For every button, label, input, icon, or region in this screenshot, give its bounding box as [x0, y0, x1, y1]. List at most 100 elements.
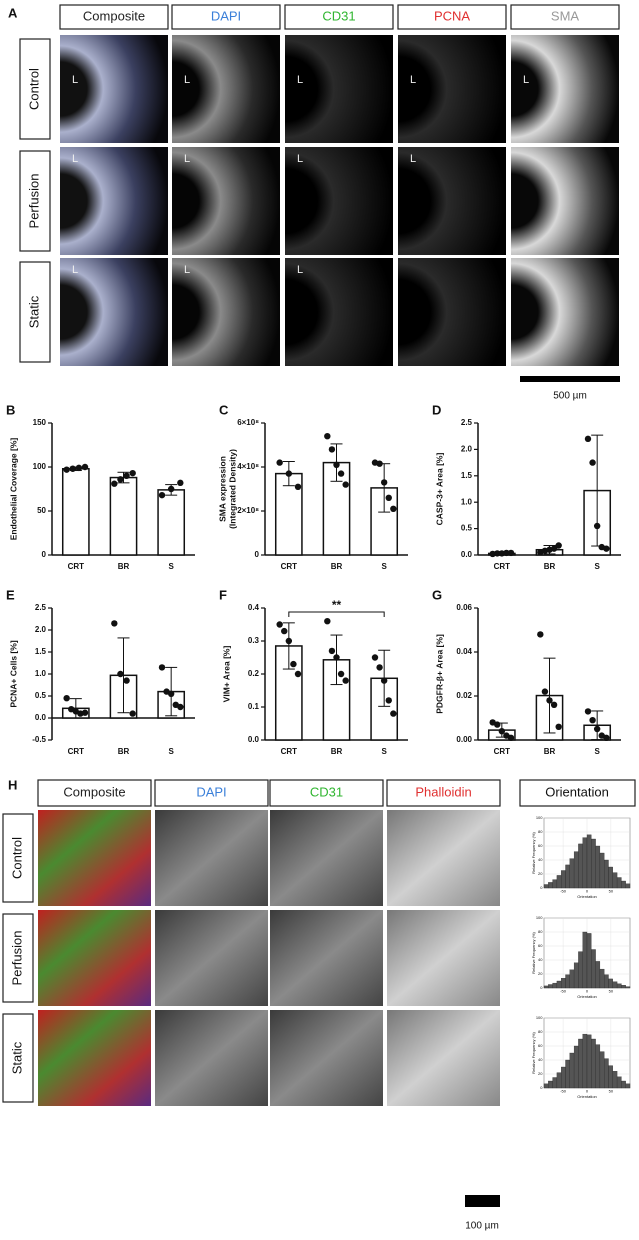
- data-point: [328, 446, 336, 453]
- data-point: [333, 461, 340, 468]
- y-tick-label: 0.5: [35, 691, 47, 700]
- histogram-bar: [582, 837, 588, 889]
- micrograph: [38, 1010, 151, 1106]
- histogram-bar: [616, 877, 622, 889]
- y-tick-label: 0.0: [35, 713, 47, 722]
- lumen-label: L: [72, 153, 78, 165]
- lumen-label: L: [184, 153, 190, 165]
- histogram-bar: [621, 880, 626, 889]
- x-tick-label: BR: [118, 747, 130, 756]
- micrograph: [60, 258, 168, 366]
- y-tick-label: 0: [540, 1085, 543, 1090]
- y-tick-label: 150: [33, 418, 47, 427]
- histogram-bar: [599, 852, 605, 889]
- data-point: [324, 433, 331, 440]
- x-tick-label: S: [594, 747, 600, 756]
- data-point: [376, 664, 383, 671]
- histogram-bar: [548, 1080, 553, 1089]
- data-point: [111, 480, 118, 487]
- histogram-bar: [621, 985, 626, 989]
- label-box: [519, 779, 636, 807]
- histogram-bar: [612, 1071, 618, 1089]
- micrograph: [398, 258, 506, 366]
- panel-letter: G: [432, 587, 442, 602]
- panel-letter: H: [8, 777, 17, 792]
- y-tick-label: 0.2: [248, 669, 260, 678]
- y-tick-label: 0: [540, 885, 543, 890]
- x-tick-label: BR: [544, 747, 556, 756]
- x-tick-label: -50: [560, 1089, 567, 1094]
- data-point: [541, 688, 549, 695]
- y-tick-label: 60: [538, 843, 543, 848]
- data-point: [81, 463, 89, 471]
- micrograph: [155, 1010, 268, 1106]
- data-point: [123, 677, 130, 684]
- histogram-bar: [599, 1051, 605, 1089]
- label-box: [386, 779, 501, 807]
- micrograph: [155, 910, 268, 1006]
- histogram-bar: [543, 884, 549, 889]
- histogram-bar: [604, 859, 609, 889]
- histogram-bar: [569, 858, 575, 889]
- data-point: [177, 479, 184, 487]
- micrograph: [270, 810, 383, 906]
- data-point: [63, 695, 70, 702]
- data-point: [342, 677, 349, 684]
- y-axis-label: CASP-3+ Area [%]: [434, 453, 444, 526]
- micrograph: [511, 35, 619, 143]
- y-axis-label: Relative Frequency (%): [531, 931, 536, 973]
- histogram-bar: [565, 1059, 570, 1089]
- y-tick-label: 1.5: [461, 471, 473, 480]
- y-tick-label: 0.02: [456, 691, 472, 700]
- data-point: [167, 690, 175, 697]
- data-point: [276, 459, 283, 466]
- micrograph: [172, 35, 280, 143]
- histogram-bar: [595, 961, 601, 989]
- data-point: [337, 670, 345, 678]
- y-tick-label: 2.0: [35, 625, 47, 634]
- y-tick-label: 4×10⁸: [237, 462, 259, 471]
- micrograph: [270, 910, 383, 1006]
- y-tick-label: 0.00: [456, 735, 472, 744]
- data-point: [342, 481, 349, 488]
- label-box: [510, 4, 620, 30]
- column-header: PCNA: [434, 8, 470, 23]
- y-tick-label: 0.3: [248, 636, 260, 645]
- column-header: CD31: [322, 8, 355, 23]
- panel-letter: A: [8, 5, 18, 20]
- micrograph: [60, 35, 168, 143]
- y-tick-label: 0: [42, 550, 47, 559]
- label-box: [19, 38, 51, 140]
- x-tick-label: -50: [560, 989, 567, 994]
- lumen-label: L: [72, 264, 78, 276]
- histogram-bar: [556, 1072, 562, 1089]
- x-tick-label: CRT: [281, 747, 298, 756]
- y-axis-label: Relative Frequency (%): [531, 1031, 536, 1073]
- label-box: [37, 779, 152, 807]
- bar: [109, 476, 138, 556]
- data-point: [324, 618, 331, 625]
- data-point: [129, 469, 136, 477]
- panel-letter: E: [6, 587, 15, 602]
- label-box: [2, 813, 34, 903]
- histogram-bar: [573, 962, 579, 989]
- column-header: Composite: [63, 784, 125, 799]
- data-point: [290, 660, 297, 668]
- scale-bar-label: 100 µm: [465, 1221, 499, 1232]
- y-tick-label: 100: [33, 462, 47, 471]
- histogram-bar: [599, 968, 605, 989]
- micrograph: [60, 147, 168, 255]
- micrograph: [398, 147, 506, 255]
- histogram-bar: [561, 870, 566, 889]
- histogram-bar: [565, 974, 570, 989]
- histogram-bar: [569, 1052, 575, 1089]
- data-point: [380, 677, 388, 684]
- label-box: [171, 4, 281, 30]
- x-tick-label: -50: [560, 889, 567, 894]
- data-point: [584, 435, 592, 443]
- data-point: [371, 654, 379, 661]
- histogram-bar: [556, 980, 562, 989]
- histogram-bar: [608, 978, 613, 989]
- bar: [61, 468, 90, 556]
- y-tick-label: 40: [538, 857, 543, 862]
